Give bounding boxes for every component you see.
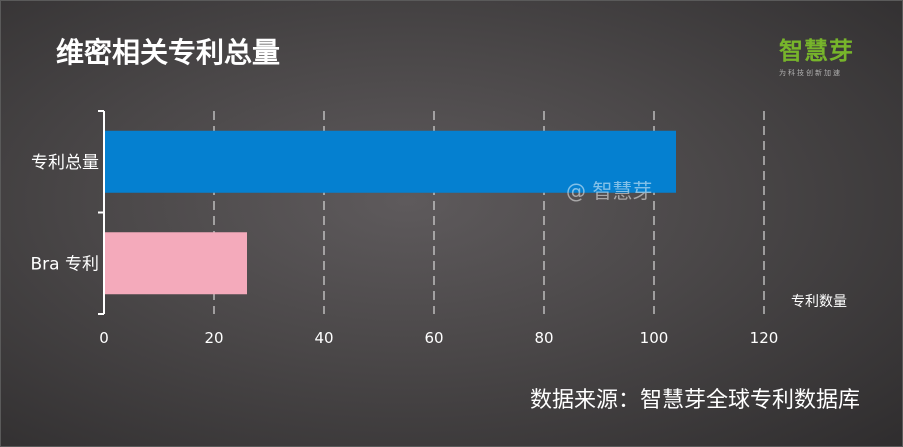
- data-source: 数据来源：智慧芽全球专利数据库: [530, 382, 860, 414]
- category-label: Bra 专利: [31, 254, 99, 274]
- x-tick-label: 120: [750, 329, 779, 347]
- x-tick-label: 80: [534, 329, 553, 347]
- x-tick-label: 100: [640, 329, 669, 347]
- x-tick-label: 60: [424, 329, 443, 347]
- watermark: @ 智慧芽: [566, 179, 652, 203]
- x-tick-label: 40: [314, 329, 333, 347]
- category-label: 专利总量: [31, 153, 99, 173]
- x-axis-label: 专利数量: [791, 294, 847, 310]
- bar-2: [104, 232, 247, 294]
- x-tick-label: 0: [99, 329, 109, 347]
- x-tick-label: 20: [204, 329, 223, 347]
